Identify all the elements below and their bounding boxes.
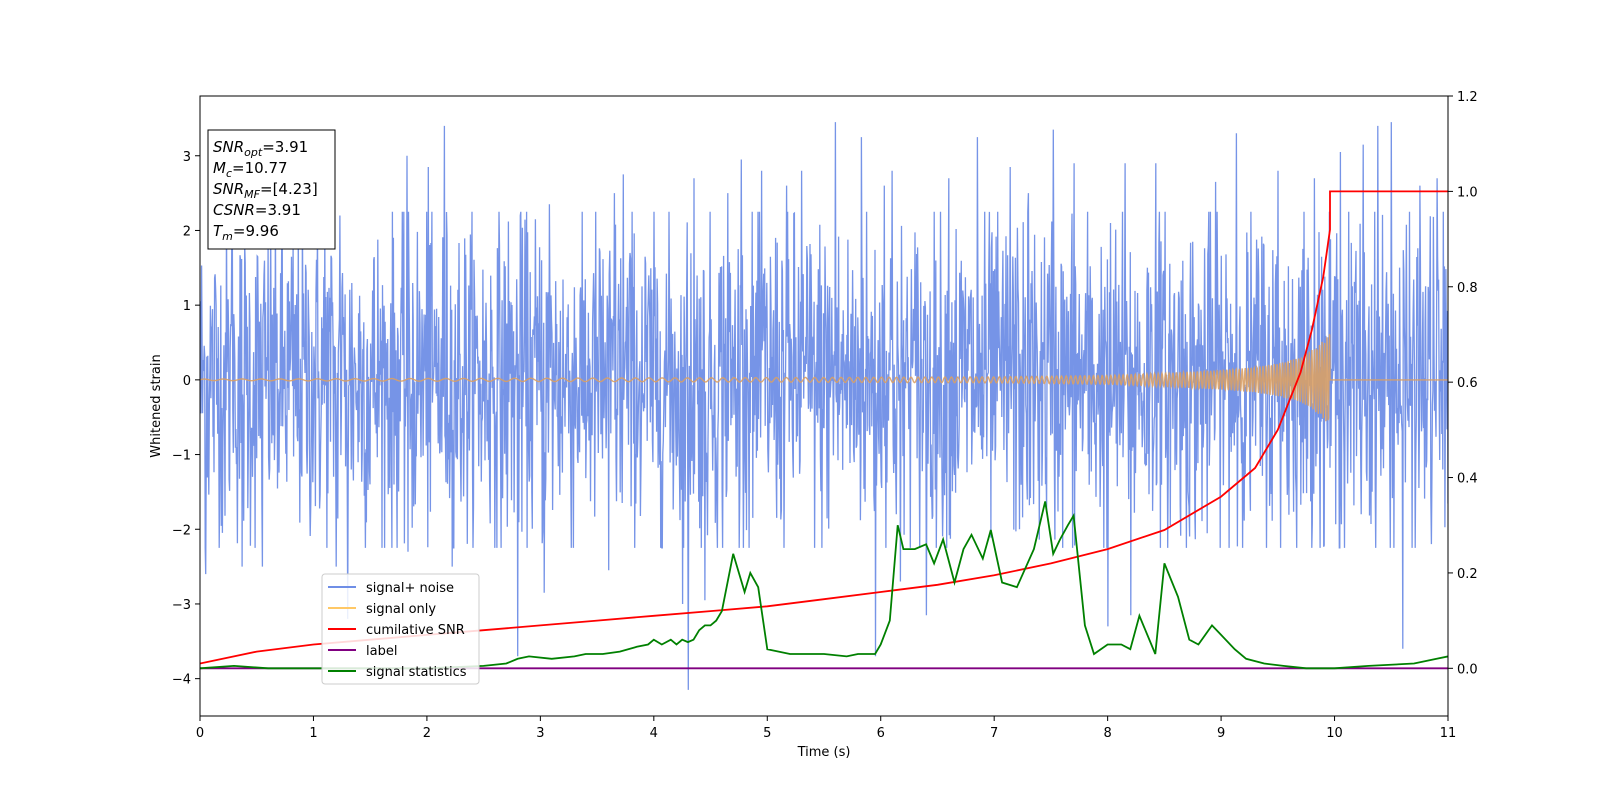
info-box-line: SNRMF=[4.23]	[213, 180, 318, 201]
x-tick-label: 11	[1440, 726, 1457, 741]
x-tick-label: 8	[1103, 726, 1111, 741]
y-tick-label: 1	[183, 299, 191, 314]
legend-label: signal+ noise	[366, 581, 454, 596]
info-box-line: CSNR=3.91	[213, 201, 301, 219]
y2-tick-label: 0.2	[1457, 567, 1478, 582]
x-tick-label: 1	[309, 726, 317, 741]
info-symbol: SNR	[213, 180, 244, 198]
info-box-line: Tm=9.96	[213, 222, 279, 243]
x-tick-label: 6	[877, 726, 885, 741]
info-box-line: SNRopt=3.91	[213, 138, 308, 159]
x-tick-label: 3	[536, 726, 544, 741]
y2-tick-label: 0.8	[1457, 281, 1478, 296]
x-axis-label: Time (s)	[797, 745, 851, 760]
y-tick-label: −4	[172, 673, 191, 688]
x-tick-label: 0	[196, 726, 204, 741]
legend-label: signal statistics	[366, 665, 467, 680]
info-subscript: opt	[244, 146, 263, 159]
x-tick-label: 2	[423, 726, 431, 741]
info-box-frame	[207, 129, 336, 250]
plot-frame	[199, 95, 1449, 717]
x-tick-label: 7	[990, 726, 998, 741]
info-value: =9.96	[233, 222, 279, 240]
axes: 0 1 2 3 4 5 6 7 8 9 10 11 −4 −3 −2 −1 0 1 2 3 0.0 0.2 0.4 0.6 0.…	[172, 90, 1478, 741]
info-value: =10.77	[232, 159, 288, 177]
y-tick-label: −2	[172, 523, 191, 538]
x-tick-label: 10	[1326, 726, 1343, 741]
info-symbol: T	[213, 222, 224, 240]
info-symbol: CSNR	[213, 201, 255, 219]
info-symbol: SNR	[213, 138, 244, 156]
legend-frame	[321, 573, 480, 685]
info-subscript: c	[226, 167, 232, 180]
series-signal-only	[200, 334, 1448, 422]
legend-label: signal only	[366, 602, 436, 617]
y2-tick-label: 0.4	[1457, 472, 1478, 487]
series-signal-statistics	[200, 501, 1448, 670]
info-value: =3.91	[262, 138, 308, 156]
legend: signal+ noise signal only cumilative SNR la…	[321, 573, 480, 685]
x-tick-label: 9	[1217, 726, 1225, 741]
series-line	[200, 501, 1448, 670]
y-tick-label: 0	[183, 374, 191, 389]
y-tick-label: 2	[183, 224, 191, 239]
info-box-line: Mc=10.77	[213, 159, 288, 180]
y-tick-label: −3	[172, 598, 191, 613]
info-subscript: MF	[244, 188, 260, 201]
info-box: SNRopt=3.91Mc=10.77SNRMF=[4.23]CSNR=3.91…	[207, 129, 336, 250]
series-line	[200, 122, 1448, 690]
series-signal-noise	[200, 122, 1448, 690]
info-value: =[4.23]	[260, 180, 318, 198]
y2-tick-label: 0.0	[1457, 662, 1478, 677]
series-line	[200, 334, 1448, 422]
y2-tick-label: 1.2	[1457, 90, 1478, 105]
legend-label: label	[366, 644, 397, 659]
x-tick-label: 5	[763, 726, 771, 741]
y2-tick-label: 0.6	[1457, 376, 1478, 391]
y-tick-label: 3	[183, 150, 191, 165]
info-subscript: m	[222, 230, 233, 243]
y2-tick-label: 1.0	[1457, 185, 1478, 200]
y-tick-label: −1	[172, 449, 191, 464]
y-axis-label: Whitened strain	[149, 354, 164, 457]
info-value: =3.91	[255, 201, 301, 219]
x-tick-label: 4	[650, 726, 658, 741]
legend-label: cumilative SNR	[366, 623, 465, 638]
info-symbol: M	[213, 159, 226, 177]
